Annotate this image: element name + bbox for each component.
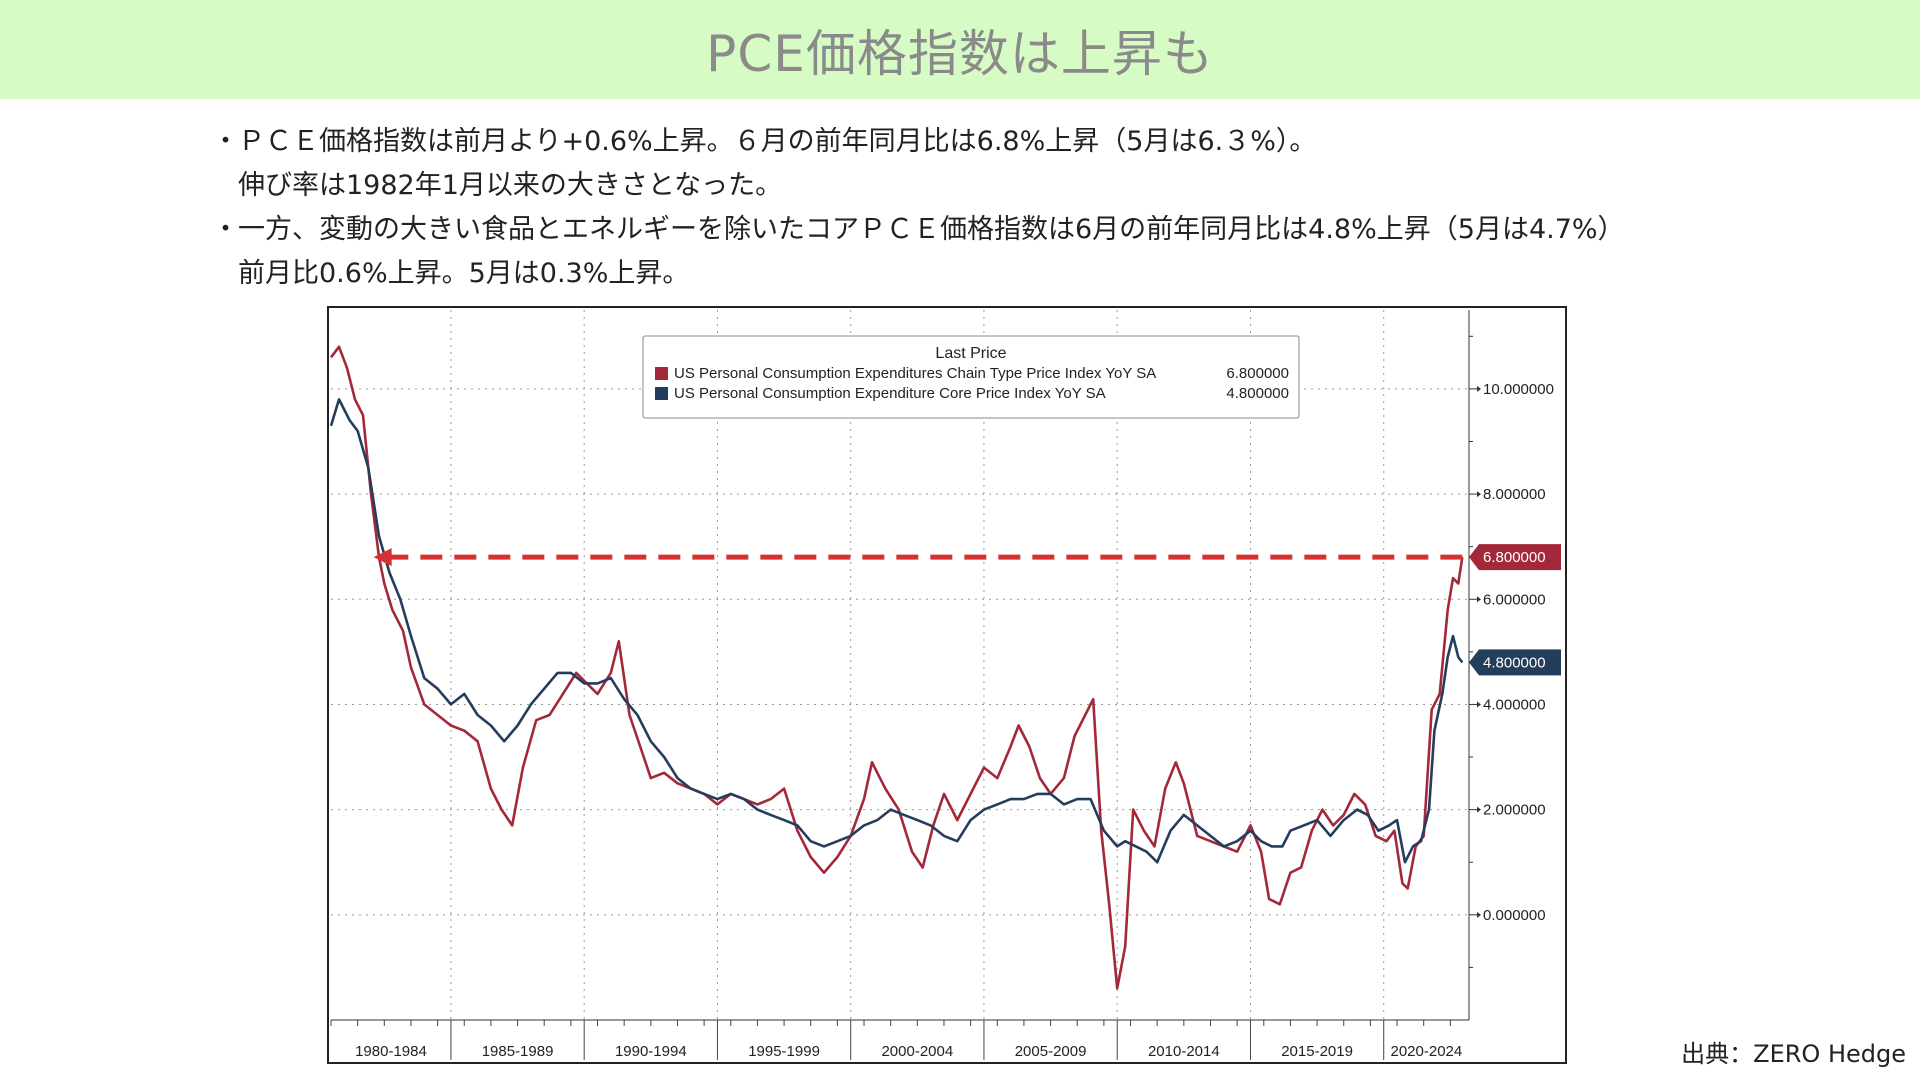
y-tick-arrow	[1477, 385, 1481, 392]
last-price-flag-label: 6.800000	[1483, 549, 1546, 566]
last-price-flag-2: 4.800000	[1469, 649, 1561, 676]
bullet-list: ・ＰＣＥ価格指数は前月より+0.6%上昇。６月の前年同月比は6.8%上昇（5月は…	[212, 120, 1892, 296]
page-title: PCE価格指数は上昇も	[706, 24, 1214, 83]
y-tick-label: 4.000000	[1483, 696, 1546, 713]
axes-layer: 0.000000 2.000000 4.000000 6.000000 8.000000…	[330, 310, 1561, 1060]
series-layer	[329, 345, 1464, 990]
x-tick-label: 2010-2014	[1148, 1043, 1220, 1060]
y-tick-arrow	[1477, 701, 1481, 708]
chart-frame: 0.000000 2.000000 4.000000 6.000000 8.000000…	[327, 306, 1567, 1064]
bullet-item-2: ・一方、変動の大きい食品とエネルギーを除いたコアＰＣＥ価格指数は6月の前年同月比…	[212, 208, 1892, 296]
y-tick-label: 10.000000	[1483, 381, 1554, 398]
last-price-flag-1: 6.800000	[1469, 544, 1561, 571]
pce-line-chart: 0.000000 2.000000 4.000000 6.000000 8.000000…	[329, 310, 1561, 1060]
legend-series-value: 4.800000	[1226, 385, 1289, 402]
y-tick-label: 2.000000	[1483, 802, 1546, 819]
annotation-layer	[373, 548, 1463, 567]
x-tick-label: 2000-2004	[881, 1043, 953, 1060]
bullet-marker: ・	[212, 214, 239, 245]
dashed-arrow-head	[373, 548, 392, 567]
y-tick-arrow	[1477, 491, 1481, 498]
y-tick-arrow	[1477, 911, 1481, 918]
bullet-marker: ・	[212, 126, 239, 157]
x-tick-label: 1980-1984	[355, 1043, 427, 1060]
last-price-flag-bg	[1469, 649, 1561, 676]
bullet-text: 一方、変動の大きい食品とエネルギーを除いたコアＰＣＥ価格指数は6月の前年同月比は…	[238, 214, 1625, 245]
x-tick-label: 1985-1989	[482, 1043, 554, 1060]
legend-swatch	[655, 387, 668, 400]
y-tick-label: 0.000000	[1483, 907, 1546, 924]
y-tick-arrow	[1477, 596, 1481, 603]
y-tick-arrow	[1477, 806, 1481, 813]
legend-series-name: US Personal Consumption Expenditure Core…	[674, 385, 1106, 402]
x-tick-label: 2005-2009	[1015, 1043, 1087, 1060]
y-tick-label: 6.000000	[1483, 591, 1546, 608]
legend: Last Price US Personal Consumption Expend…	[642, 335, 1300, 419]
legend-series-value: 6.800000	[1226, 365, 1289, 382]
legend-series-name: US Personal Consumption Expenditures Cha…	[674, 365, 1156, 382]
x-tick-label: 2020-2024	[1390, 1043, 1462, 1060]
last-price-flag-label: 4.800000	[1483, 654, 1546, 671]
last-price-flag-bg	[1469, 544, 1561, 571]
bullet-text: 伸び率は1982年1月以来の大きさとなった。	[238, 170, 783, 201]
series-line-1	[329, 345, 1464, 990]
legend-title: Last Price	[935, 345, 1006, 362]
bullet-text: ＰＣＥ価格指数は前月より+0.6%上昇。６月の前年同月比は6.8%上昇（5月は6…	[238, 126, 1317, 157]
title-bar: PCE価格指数は上昇も	[0, 0, 1920, 99]
bullet-text: 前月比0.6%上昇。5月は0.3%上昇。	[238, 258, 690, 289]
legend-swatch	[655, 367, 668, 380]
x-tick-label: 1990-1994	[615, 1043, 687, 1060]
source-credit: 出典：ZERO Hedge	[1681, 1040, 1906, 1068]
x-tick-label: 2015-2019	[1281, 1043, 1353, 1060]
y-tick-label: 8.000000	[1483, 486, 1546, 503]
series-line-2	[329, 398, 1464, 864]
x-tick-label: 1995-1999	[748, 1043, 820, 1060]
bullet-item-1: ・ＰＣＥ価格指数は前月より+0.6%上昇。６月の前年同月比は6.8%上昇（5月は…	[212, 120, 1892, 208]
legend-box	[642, 335, 1300, 419]
